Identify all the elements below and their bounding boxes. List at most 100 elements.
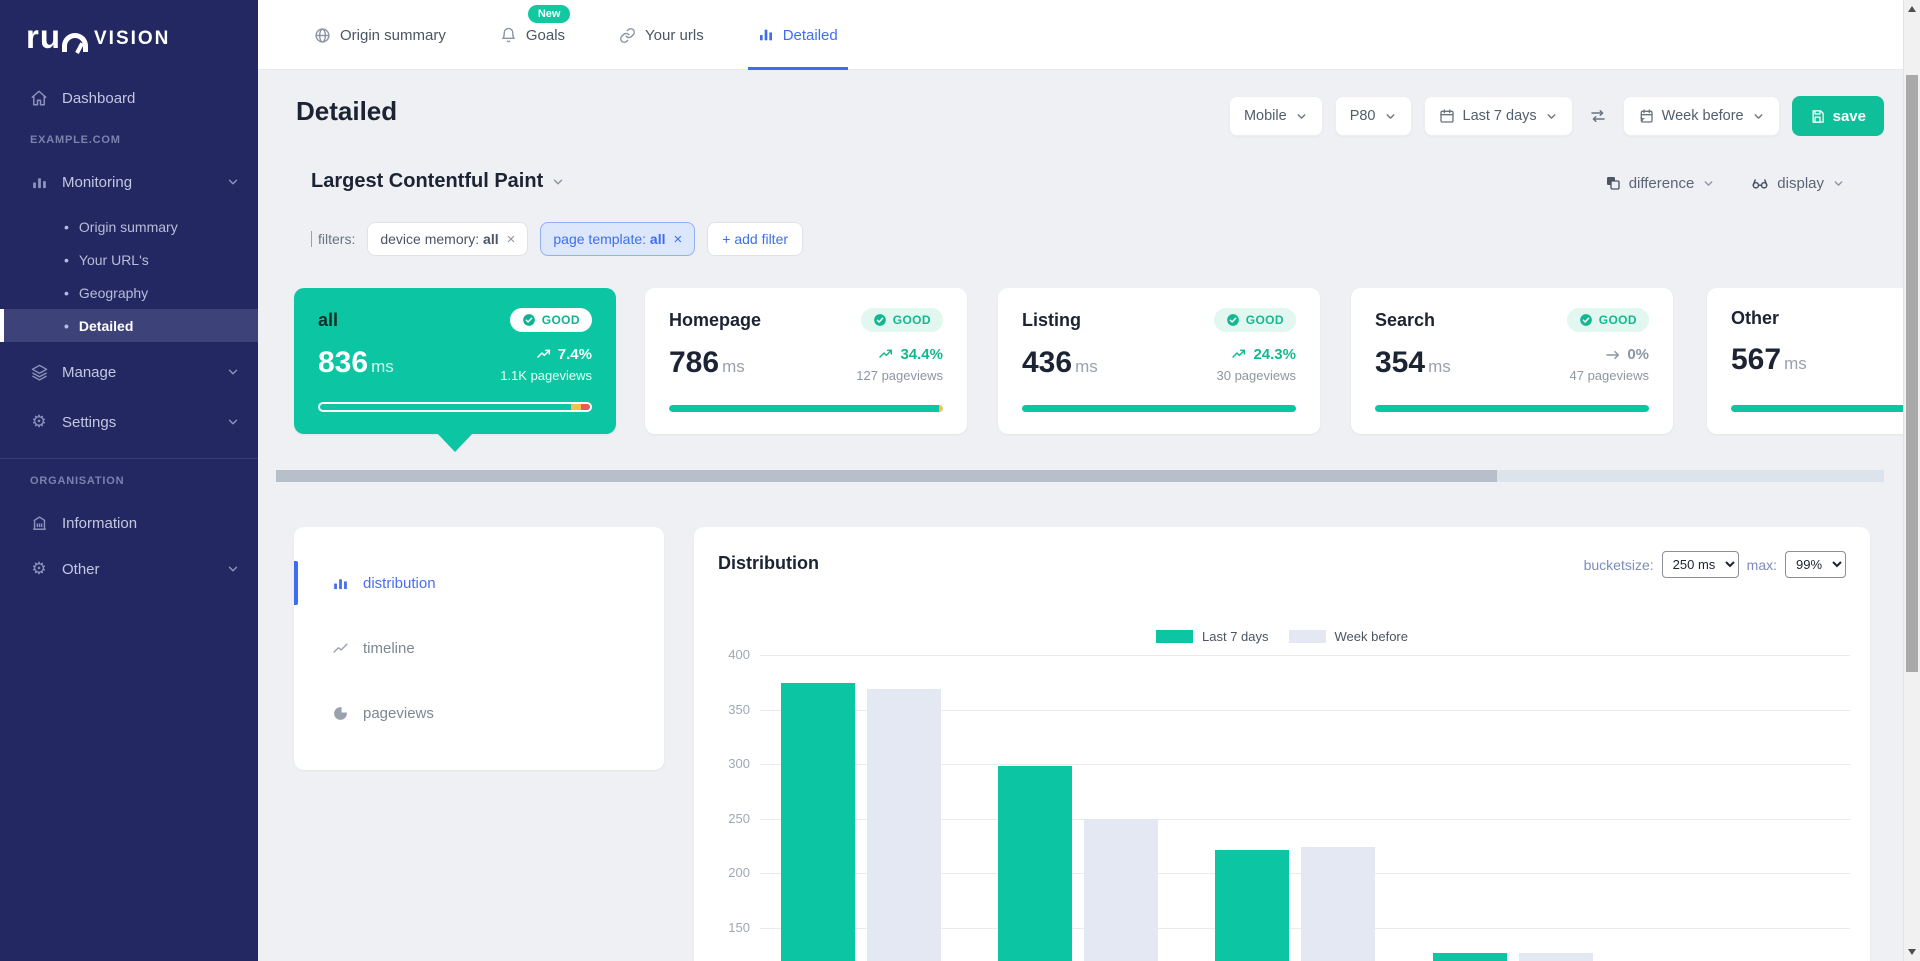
- calendar-icon: [1439, 108, 1455, 124]
- vertical-scrollbar-thumb[interactable]: [1906, 75, 1918, 672]
- bar-last-7-days-3: [1215, 850, 1289, 961]
- sidebar-item-label: Manage: [62, 363, 117, 381]
- sidebar-item-monitoring[interactable]: Monitoring: [0, 162, 258, 202]
- gear-icon: ⚙: [31, 412, 47, 431]
- chevron-down-icon: [1702, 177, 1715, 190]
- sidebar-item-label: Other: [62, 560, 100, 578]
- app-logo[interactable]: ru VISION: [0, 0, 258, 53]
- metric-card-other[interactable]: Other 567 ms: [1707, 288, 1920, 434]
- sidebar-item-label: Settings: [62, 413, 117, 431]
- chevron-down-icon: [226, 562, 240, 576]
- bar-chart-icon: [758, 27, 774, 43]
- sidebar-item-settings[interactable]: ⚙ Settings: [0, 402, 258, 442]
- metric-card-search[interactable]: Search GOOD 354 ms 0% 47 pageviews: [1351, 288, 1673, 434]
- trend: 7.4%: [500, 346, 592, 363]
- metric-card-all[interactable]: all GOOD 836 ms 7.4% 1.1K pageviews: [294, 288, 616, 452]
- tab-origin-summary[interactable]: Origin summary: [310, 0, 450, 70]
- add-filter-button[interactable]: + add filter: [707, 222, 804, 256]
- bar-chart-icon: [332, 575, 349, 592]
- y-tick-label: 250: [728, 810, 750, 826]
- active-viz-indicator: [294, 561, 298, 605]
- bucketsize-select[interactable]: 250 ms: [1661, 551, 1739, 578]
- sidebar-item-origin-summary[interactable]: Origin summary: [0, 210, 258, 243]
- viz-item-distribution[interactable]: distribution: [294, 561, 664, 605]
- difference-dropdown[interactable]: difference: [1605, 174, 1716, 192]
- save-button[interactable]: save: [1791, 96, 1884, 136]
- scroll-up-arrow-icon[interactable]: [1908, 6, 1916, 12]
- sidebar-item-geography[interactable]: Geography: [0, 276, 258, 309]
- chevron-down-icon: [226, 415, 240, 429]
- panel-title: Distribution: [718, 553, 819, 573]
- viz-item-timeline[interactable]: timeline: [294, 626, 664, 670]
- pageviews-label: 1.1K pageviews: [500, 368, 592, 383]
- globe-icon: [314, 27, 331, 44]
- cards-horizontal-scrollbar[interactable]: [276, 470, 1884, 482]
- trend: 0%: [1570, 346, 1649, 363]
- metric-card-homepage[interactable]: Homepage GOOD 786 ms 34.4% 127 pageviews: [645, 288, 967, 434]
- logo-vision-text: VISION: [94, 28, 171, 49]
- bar-week-before-3: [1301, 846, 1375, 961]
- scroll-down-arrow-icon[interactable]: [1908, 949, 1916, 955]
- legend-swatch: [1156, 630, 1194, 643]
- home-icon: [30, 89, 48, 107]
- sidebar-item-your-urls[interactable]: Your URL's: [0, 243, 258, 276]
- display-dropdown[interactable]: display: [1751, 174, 1845, 192]
- bell-icon: [500, 27, 517, 44]
- gridline: [760, 655, 1850, 656]
- swap-ranges-button[interactable]: [1585, 96, 1611, 136]
- sidebar-item-information[interactable]: Information: [0, 503, 258, 543]
- bucketsize-label: bucketsize:: [1583, 556, 1654, 573]
- distribution-panel: Distribution bucketsize: 250 ms max: 99%…: [694, 527, 1870, 961]
- metric-value: 436 ms: [1022, 346, 1098, 379]
- status-badge: GOOD: [1213, 308, 1296, 332]
- gridline: [760, 709, 1850, 711]
- pie-chart-icon: [332, 704, 349, 722]
- bar-week-before-2: [1084, 818, 1158, 961]
- sidebar-item-label: Information: [62, 514, 138, 532]
- bar-last-7-days-1: [781, 683, 855, 961]
- trend-up-icon: [878, 347, 894, 363]
- horizontal-scrollbar-thumb[interactable]: [276, 470, 1497, 482]
- bar-last-7-days-2: [998, 766, 1072, 961]
- remove-filter-icon[interactable]: ×: [506, 230, 516, 248]
- site-section-label: EXAMPLE.COM: [30, 134, 121, 146]
- tab-goals[interactable]: New Goals: [496, 0, 571, 70]
- y-tick-label: 150: [728, 919, 750, 935]
- calendar-compare-icon: [1638, 108, 1654, 124]
- compare-range-select[interactable]: Week before: [1622, 96, 1780, 136]
- metric-selector[interactable]: Largest Contentful Paint: [311, 170, 565, 193]
- viz-item-pageviews[interactable]: pageviews: [294, 691, 664, 735]
- bar-week-before-1: [867, 688, 941, 961]
- y-tick-label: 350: [728, 701, 750, 717]
- distribution-bar: [1731, 405, 1920, 412]
- date-range-select[interactable]: Last 7 days: [1423, 96, 1573, 136]
- sidebar-item-detailed[interactable]: Detailed: [0, 309, 258, 342]
- filter-chip-page-template[interactable]: page template: all ×: [540, 222, 696, 256]
- bar-week-before-4: [1519, 952, 1593, 961]
- trend-up-icon: [1231, 347, 1247, 363]
- device-select[interactable]: Mobile: [1228, 96, 1323, 136]
- sidebar-item-other[interactable]: ⚙ Other: [0, 549, 258, 589]
- header-controls: Mobile P80 Last 7 days Week before: [1228, 96, 1884, 136]
- distribution-bar: [669, 405, 943, 412]
- remove-filter-icon[interactable]: ×: [673, 230, 683, 248]
- bar-chart-plot: 400 350 300 250 200 150: [694, 527, 1870, 961]
- chart-legend: Last 7 days Week before: [694, 629, 1870, 644]
- sidebar-item-manage[interactable]: Manage: [0, 352, 258, 392]
- bar-chart-icon: [30, 173, 48, 191]
- sidebar-item-dashboard[interactable]: Dashboard: [0, 78, 258, 118]
- distribution-controls: bucketsize: 250 ms max: 99%: [1584, 551, 1846, 578]
- tab-your-urls[interactable]: Your urls: [615, 0, 708, 70]
- metric-card-listing[interactable]: Listing GOOD 436 ms 24.3% 30 pageviews: [998, 288, 1320, 434]
- vertical-scrollbar[interactable]: [1903, 0, 1920, 961]
- y-tick-label: 400: [728, 647, 750, 662]
- percentile-select[interactable]: P80: [1334, 96, 1412, 136]
- filter-chip-device-memory[interactable]: device memory: all ×: [367, 222, 529, 256]
- page-title: Detailed: [296, 96, 398, 126]
- chevron-down-icon: [1545, 110, 1558, 123]
- max-select[interactable]: 99%: [1785, 551, 1846, 578]
- trend-up-icon: [536, 347, 552, 363]
- trend-flat-icon: [1605, 347, 1621, 363]
- tab-detailed[interactable]: Detailed: [747, 0, 848, 70]
